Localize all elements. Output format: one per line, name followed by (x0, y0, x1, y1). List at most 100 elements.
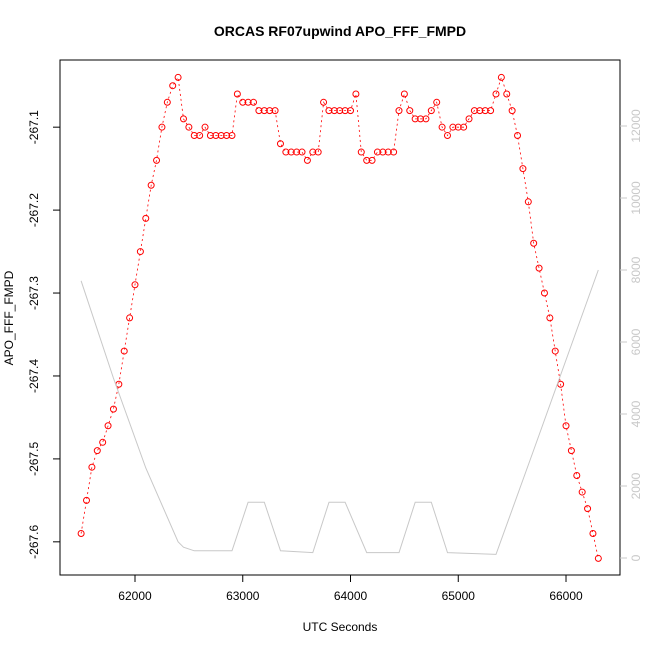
data-point (314, 148, 322, 156)
data-point (239, 98, 247, 106)
data-point (567, 447, 575, 455)
data-point (578, 488, 586, 496)
data-point (309, 148, 317, 156)
y-tick-label: -267.6 (27, 524, 41, 558)
data-point (562, 422, 570, 430)
data-point (223, 131, 231, 139)
data-point (228, 131, 236, 139)
x-axis-label: UTC Seconds (303, 620, 378, 634)
y-tick-label: -267.5 (27, 442, 41, 476)
data-point (190, 131, 198, 139)
y-tick-label: -267.1 (27, 110, 41, 144)
data-point (153, 156, 161, 164)
data-point (336, 107, 344, 115)
data-point (212, 131, 220, 139)
data-point (546, 314, 554, 322)
data-point (427, 107, 435, 115)
data-point (163, 98, 171, 106)
data-point (282, 148, 290, 156)
data-point (417, 115, 425, 123)
data-point (551, 347, 559, 355)
data-point (158, 123, 166, 131)
data-point (433, 98, 441, 106)
x-tick-label: 63000 (226, 589, 260, 603)
data-point (443, 131, 451, 139)
data-point (83, 496, 91, 504)
x-tick-label: 64000 (334, 589, 368, 603)
data-point (109, 405, 117, 413)
data-point (508, 107, 516, 115)
data-point (99, 438, 107, 446)
data-point (357, 148, 365, 156)
data-point (266, 107, 274, 115)
data-point (104, 422, 112, 430)
data-point (287, 148, 295, 156)
data-point (438, 123, 446, 131)
data-point (352, 90, 360, 98)
y-axis-label: APO_FFF_FMPD (2, 270, 16, 365)
data-point (368, 156, 376, 164)
data-point (271, 107, 279, 115)
x-tick-label: 66000 (549, 589, 583, 603)
data-point (476, 107, 484, 115)
x-tick-label: 65000 (442, 589, 476, 603)
data-point (503, 90, 511, 98)
data-point (411, 115, 419, 123)
data-point (379, 148, 387, 156)
data-point (454, 123, 462, 131)
data-point (460, 123, 468, 131)
data-point (594, 554, 602, 562)
data-point (77, 530, 85, 538)
y2-tick-label: 12000 (629, 109, 643, 143)
altitude-line (80, 269, 599, 555)
data-point (136, 248, 144, 256)
x-tick-label: 62000 (118, 589, 152, 603)
data-point (120, 347, 128, 355)
data-point (400, 90, 408, 98)
data-point (573, 471, 581, 479)
y2-tick-label: 2000 (629, 472, 643, 499)
data-point (481, 107, 489, 115)
data-point (255, 107, 263, 115)
data-point (196, 131, 204, 139)
data-point (487, 107, 495, 115)
data-point (465, 115, 473, 123)
data-point (535, 264, 543, 272)
y-tick-label: -267.4 (27, 359, 41, 393)
data-point (363, 156, 371, 164)
data-point (514, 131, 522, 139)
data-point (347, 107, 355, 115)
data-point (589, 530, 597, 538)
data-point (293, 148, 301, 156)
data-point (244, 98, 252, 106)
data-point (142, 214, 150, 222)
data-point (540, 289, 548, 297)
y2-tick-label: 4000 (629, 400, 643, 427)
data-point (298, 148, 306, 156)
chart-title: ORCAS RF07upwind APO_FFF_FMPD (214, 23, 466, 39)
data-point (584, 505, 592, 513)
data-point (147, 181, 155, 189)
data-point (390, 148, 398, 156)
data-point (422, 115, 430, 123)
data-point (131, 281, 139, 289)
data-point (276, 140, 284, 148)
y2-tick-label: 6000 (629, 328, 643, 355)
data-point (185, 123, 193, 131)
data-point (201, 123, 209, 131)
data-point (384, 148, 392, 156)
data-point (169, 82, 177, 90)
data-point (497, 73, 505, 81)
data-point (341, 107, 349, 115)
data-point (233, 90, 241, 98)
data-point (406, 107, 414, 115)
data-point (395, 107, 403, 115)
series-line (80, 76, 599, 559)
data-point (320, 98, 328, 106)
data-point (88, 463, 96, 471)
data-point (470, 107, 478, 115)
data-point (524, 198, 532, 206)
y2-tick-label: 8000 (629, 256, 643, 283)
data-point (373, 148, 381, 156)
